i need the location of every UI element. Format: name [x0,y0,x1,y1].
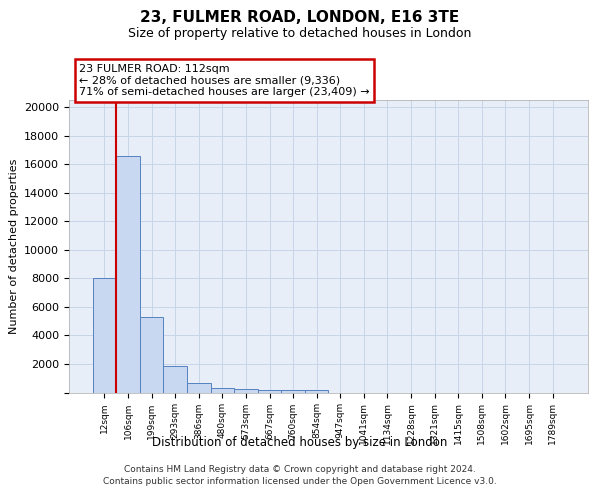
Bar [305,390,329,392]
Bar [234,389,258,392]
Text: Size of property relative to detached houses in London: Size of property relative to detached ho… [128,28,472,40]
Bar [116,156,140,392]
Bar [187,382,211,392]
Text: Contains public sector information licensed under the Open Government Licence v3: Contains public sector information licen… [103,476,497,486]
Text: 23, FULMER ROAD, LONDON, E16 3TE: 23, FULMER ROAD, LONDON, E16 3TE [140,10,460,25]
Bar [211,388,234,392]
Text: 23 FULMER ROAD: 112sqm
← 28% of detached houses are smaller (9,336)
71% of semi-: 23 FULMER ROAD: 112sqm ← 28% of detached… [79,64,370,97]
Bar [258,390,281,392]
Bar [140,317,163,392]
Bar [92,278,116,392]
Y-axis label: Number of detached properties: Number of detached properties [8,158,19,334]
Bar [281,390,305,392]
Text: Distribution of detached houses by size in London: Distribution of detached houses by size … [152,436,448,449]
Bar [163,366,187,392]
Text: Contains HM Land Registry data © Crown copyright and database right 2024.: Contains HM Land Registry data © Crown c… [124,466,476,474]
